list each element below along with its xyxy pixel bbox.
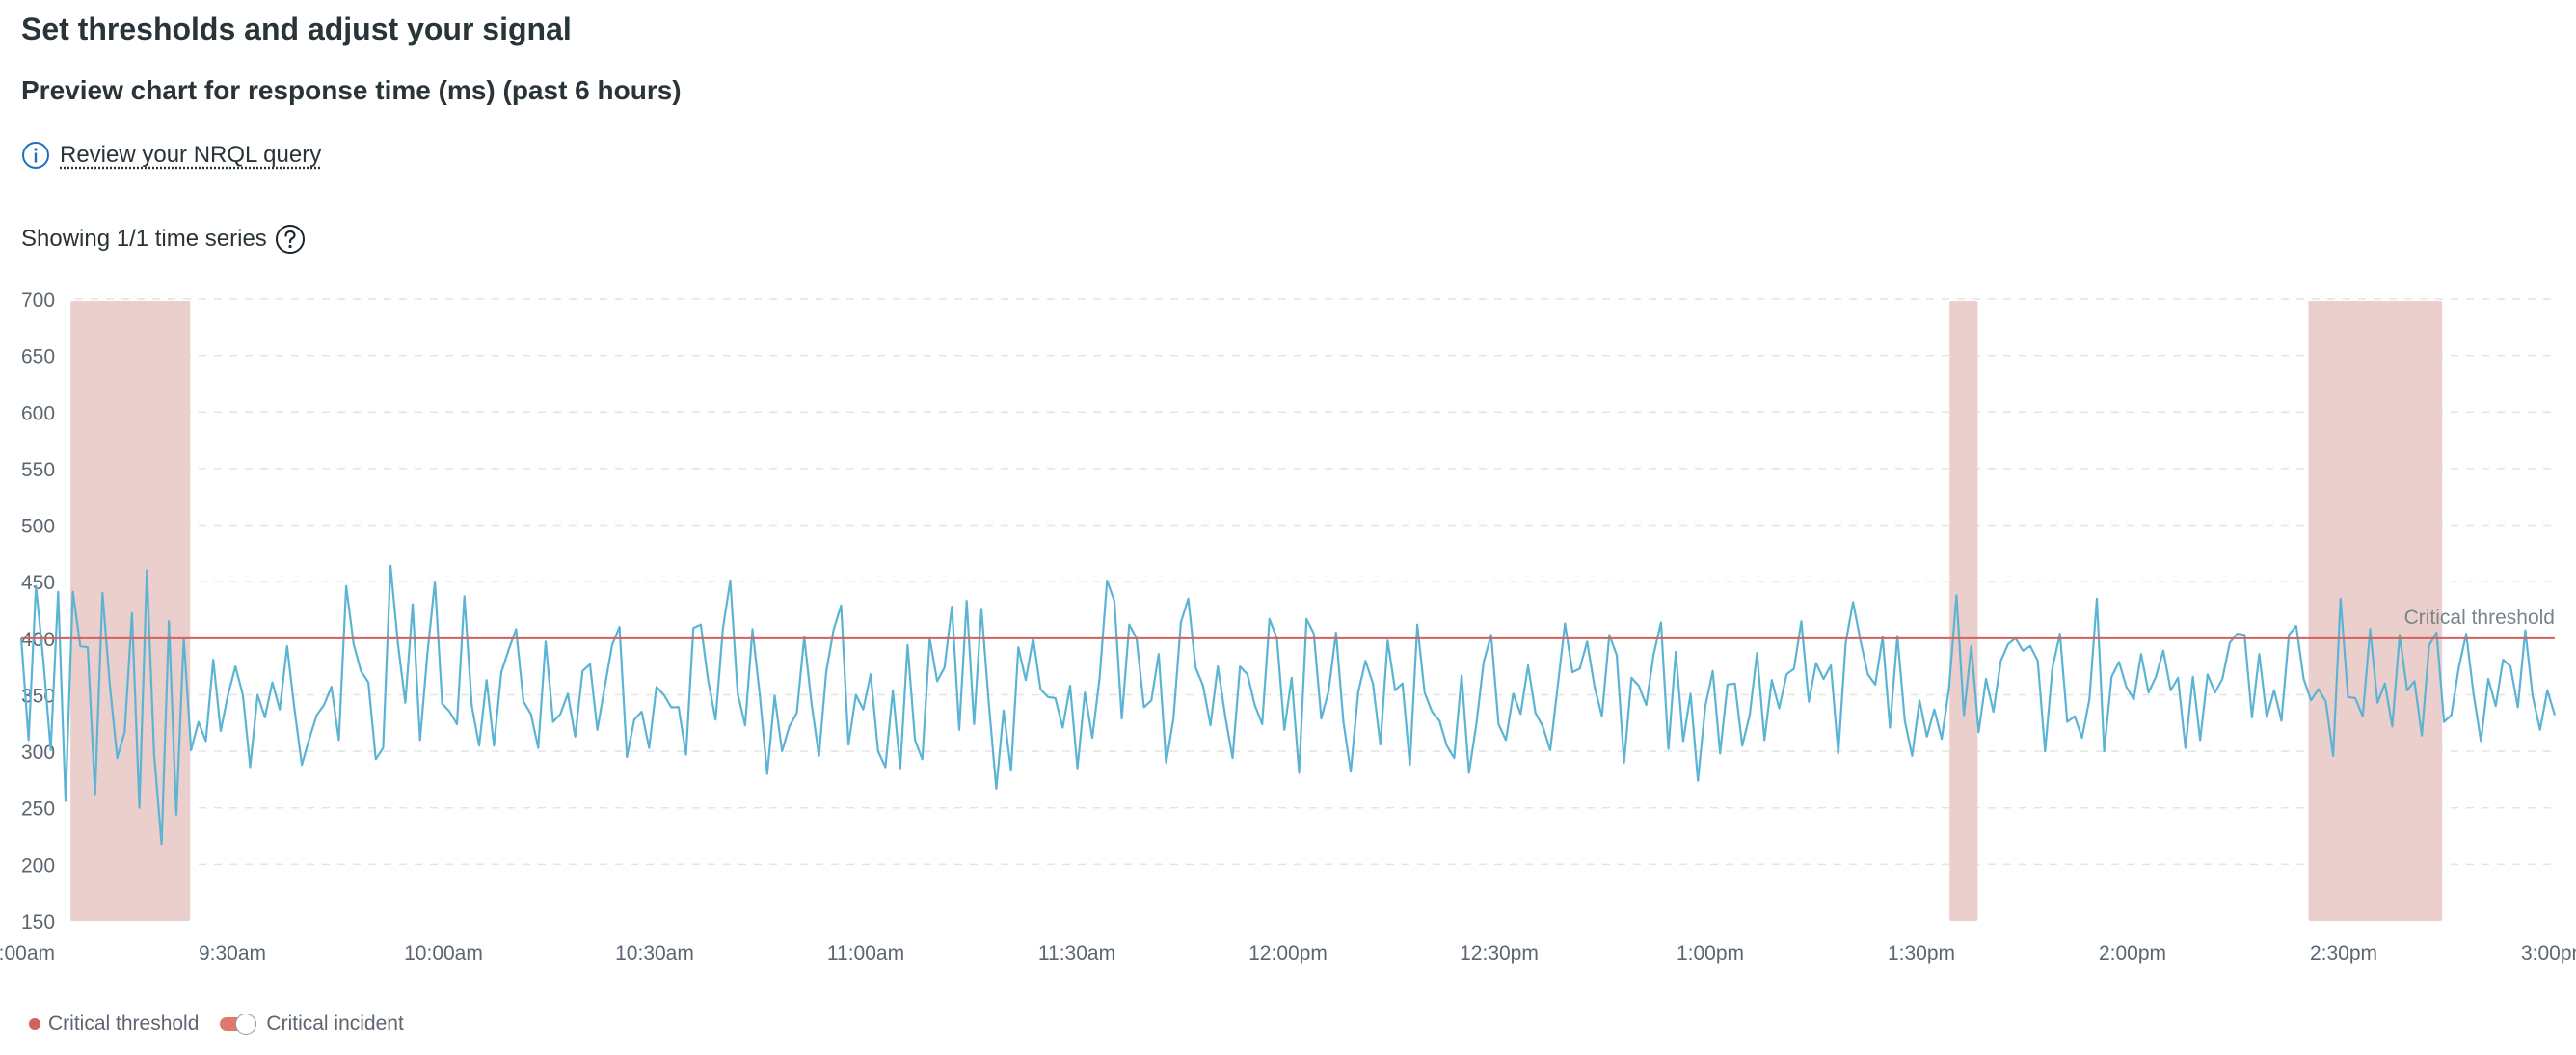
incident-band	[2308, 301, 2443, 921]
x-tick-label: 11:30am	[1038, 942, 1115, 964]
critical-incident-toggle[interactable]	[220, 1014, 258, 1035]
y-tick-label: 600	[21, 402, 55, 424]
y-tick-label: 650	[21, 346, 55, 368]
y-tick-label: 300	[21, 742, 55, 764]
info-circle-icon	[22, 142, 49, 169]
nrql-query-row: Review your NRQL query	[21, 141, 321, 170]
response-time-chart[interactable]: 7006506005505004504003503002502001509:00…	[0, 270, 2576, 1003]
x-tick-label: 9:00am	[0, 942, 55, 964]
question-circle-icon[interactable]	[275, 224, 306, 255]
y-tick-label: 150	[21, 911, 55, 933]
y-tick-label: 400	[21, 629, 55, 651]
x-tick-label: 12:30pm	[1460, 942, 1539, 964]
legend-critical-incident[interactable]: Critical incident	[220, 1013, 404, 1036]
incident-band	[1949, 301, 1978, 921]
threshold-dot-icon	[29, 1018, 40, 1030]
x-tick-label: 9:30am	[199, 942, 266, 964]
x-tick-label: 11:00am	[827, 942, 904, 964]
x-tick-label: 1:30pm	[1888, 942, 1955, 964]
critical-threshold-label: Critical threshold	[2404, 607, 2555, 629]
x-tick-label: 10:30am	[615, 942, 694, 964]
toggle-knob	[235, 1014, 257, 1035]
x-tick-label: 2:30pm	[2310, 942, 2377, 964]
response-time-series-line	[19, 564, 2557, 846]
y-tick-label: 550	[21, 459, 55, 481]
x-tick-label: 12:00pm	[1248, 942, 1328, 964]
legend-critical-threshold-label: Critical threshold	[48, 1013, 200, 1035]
series-count-row: Showing 1/1 time series	[21, 224, 306, 255]
x-tick-label: 3:00pm	[2521, 942, 2576, 964]
page-title: Set thresholds and adjust your signal	[21, 12, 572, 46]
legend-critical-incident-label: Critical incident	[266, 1013, 404, 1035]
incident-band	[70, 301, 191, 921]
y-tick-label: 250	[21, 798, 55, 821]
x-tick-label: 2:00pm	[2099, 942, 2166, 964]
legend-critical-threshold[interactable]: Critical threshold	[29, 1013, 199, 1036]
chart-legend: Critical threshold Critical incident	[29, 1013, 404, 1036]
y-tick-label: 700	[21, 289, 55, 311]
y-tick-label: 200	[21, 854, 55, 877]
review-nrql-query-link[interactable]: Review your NRQL query	[60, 142, 322, 168]
chart-subtitle: Preview chart for response time (ms) (pa…	[21, 75, 682, 105]
y-tick-label: 450	[21, 572, 55, 594]
x-tick-label: 1:00pm	[1677, 942, 1744, 964]
y-tick-label: 500	[21, 516, 55, 538]
x-tick-label: 10:00am	[404, 942, 483, 964]
series-count-text: Showing 1/1 time series	[21, 226, 267, 252]
